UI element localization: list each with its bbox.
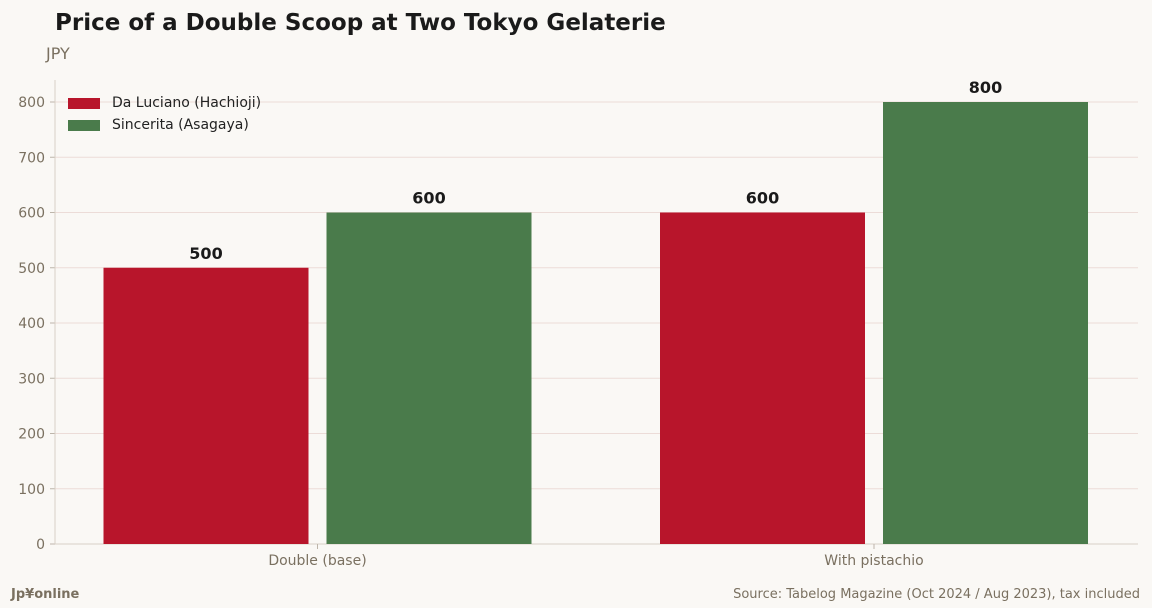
y-tick-label: 800 [18,95,45,111]
y-tick-label: 200 [18,427,45,443]
y-tick-label: 500 [18,261,45,277]
y-tick-label: 700 [18,150,45,166]
data-label: 500 [189,244,222,263]
x-tick-label: With pistachio [824,553,923,569]
y-tick-label: 0 [36,537,45,553]
y-tick-label: 600 [18,206,45,222]
legend-label: Sincerita (Asagaya) [112,117,249,133]
legend-swatch-da-luciano [68,97,100,109]
source-note: Source: Tabelog Magazine (Oct 2024 / Aug… [733,587,1140,602]
legend-swatch-sincerita [68,119,100,131]
y-tick-label: 400 [18,316,45,332]
y-axis-unit: JPY [46,44,70,63]
y-tick-label: 100 [18,482,45,498]
y-tick-label: 300 [18,371,45,387]
x-tick-label: Double (base) [268,553,366,569]
legend-item: Sincerita (Asagaya) [68,114,261,136]
bar [103,267,309,544]
legend-item: Da Luciano (Hachioji) [68,92,261,114]
brand-logo: Jp¥online [11,587,80,602]
data-label: 600 [746,189,779,208]
data-label: 800 [969,78,1002,97]
bar [883,102,1088,544]
legend: Da Luciano (Hachioji) Sincerita (Asagaya… [68,92,261,136]
bar [660,212,865,544]
chart-title: Price of a Double Scoop at Two Tokyo Gel… [55,10,666,36]
bar [326,212,532,544]
legend-label: Da Luciano (Hachioji) [112,95,262,111]
data-label: 600 [412,189,445,208]
